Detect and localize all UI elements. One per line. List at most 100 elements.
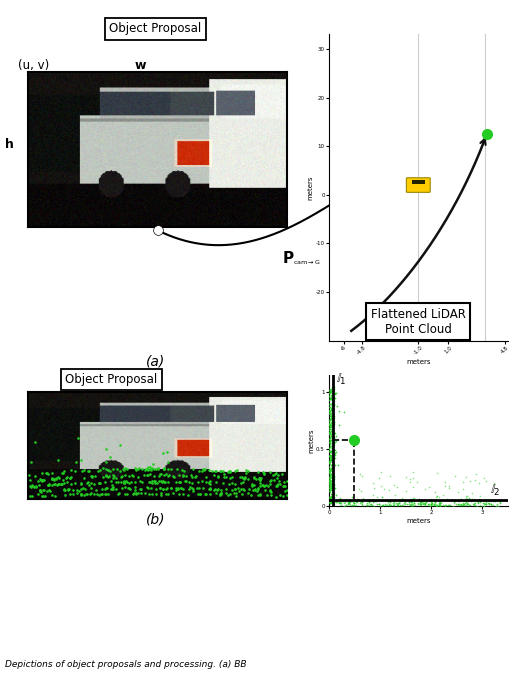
Point (247, 490, 255, 501)
Point (266, 486, 275, 497)
Point (249, 480, 257, 491)
Point (407, 498, 415, 509)
Point (326, 405, 334, 416)
Point (466, 499, 474, 510)
Point (371, 496, 380, 507)
Point (177, 483, 185, 494)
Point (327, 488, 335, 499)
Point (163, 477, 171, 488)
Point (188, 482, 196, 493)
Point (478, 500, 486, 511)
Text: $\mathbf{P}$: $\mathbf{P}$ (282, 250, 295, 266)
Point (327, 462, 336, 473)
Point (113, 476, 122, 487)
Point (251, 473, 260, 484)
Point (450, 497, 458, 508)
Point (367, 499, 375, 510)
Point (266, 484, 274, 495)
Point (433, 491, 441, 502)
Point (390, 497, 398, 508)
Point (267, 490, 276, 501)
Point (396, 499, 404, 510)
Point (144, 470, 152, 481)
Point (45, 484, 53, 495)
Point (102, 470, 110, 481)
Point (325, 394, 334, 405)
Point (249, 484, 257, 495)
Point (250, 472, 258, 483)
Point (214, 471, 222, 482)
Point (405, 499, 413, 510)
Point (454, 499, 462, 510)
Point (325, 476, 333, 487)
Point (36, 484, 44, 495)
Point (326, 447, 335, 458)
Point (329, 399, 338, 410)
Point (364, 499, 372, 510)
Point (326, 492, 334, 503)
Point (481, 499, 489, 510)
Point (327, 481, 335, 492)
Point (406, 477, 414, 488)
Point (436, 499, 444, 510)
Point (242, 468, 251, 479)
Point (120, 477, 128, 488)
Point (164, 456, 172, 467)
Point (411, 494, 419, 505)
Point (228, 484, 236, 495)
Point (445, 500, 454, 511)
Point (328, 466, 337, 477)
Point (326, 418, 335, 429)
Point (382, 500, 390, 511)
Point (326, 465, 334, 476)
Point (483, 497, 492, 508)
Point (433, 499, 441, 510)
Point (326, 409, 335, 420)
Point (329, 458, 337, 469)
Point (48, 473, 56, 484)
Point (327, 427, 336, 438)
Point (480, 497, 488, 508)
Point (331, 460, 339, 471)
Point (64, 483, 73, 494)
Point (181, 476, 189, 487)
Point (449, 500, 457, 511)
Point (108, 464, 117, 475)
Point (458, 477, 467, 488)
Point (325, 416, 334, 427)
Point (462, 491, 470, 502)
Point (431, 499, 440, 510)
Point (325, 477, 334, 488)
Point (75, 485, 83, 496)
Point (73, 484, 81, 495)
Point (157, 487, 165, 498)
Point (162, 469, 170, 480)
Point (373, 492, 381, 503)
Point (330, 491, 338, 502)
Point (329, 449, 337, 460)
Point (109, 482, 118, 493)
Point (325, 385, 333, 396)
Point (459, 499, 468, 510)
Point (36, 485, 44, 496)
Point (464, 496, 472, 507)
Point (325, 475, 334, 486)
Point (325, 433, 334, 444)
Point (325, 427, 333, 438)
Point (327, 442, 336, 453)
Point (219, 465, 227, 476)
Point (266, 478, 275, 489)
Point (54, 478, 62, 489)
Point (326, 473, 334, 484)
Point (275, 475, 283, 486)
Point (189, 464, 197, 475)
Point (226, 472, 234, 483)
Point (458, 499, 466, 510)
Point (326, 411, 335, 422)
Point (406, 474, 414, 485)
Point (328, 468, 336, 479)
Point (431, 497, 440, 508)
Point (156, 482, 164, 493)
Point (217, 466, 225, 477)
Point (95, 477, 103, 488)
